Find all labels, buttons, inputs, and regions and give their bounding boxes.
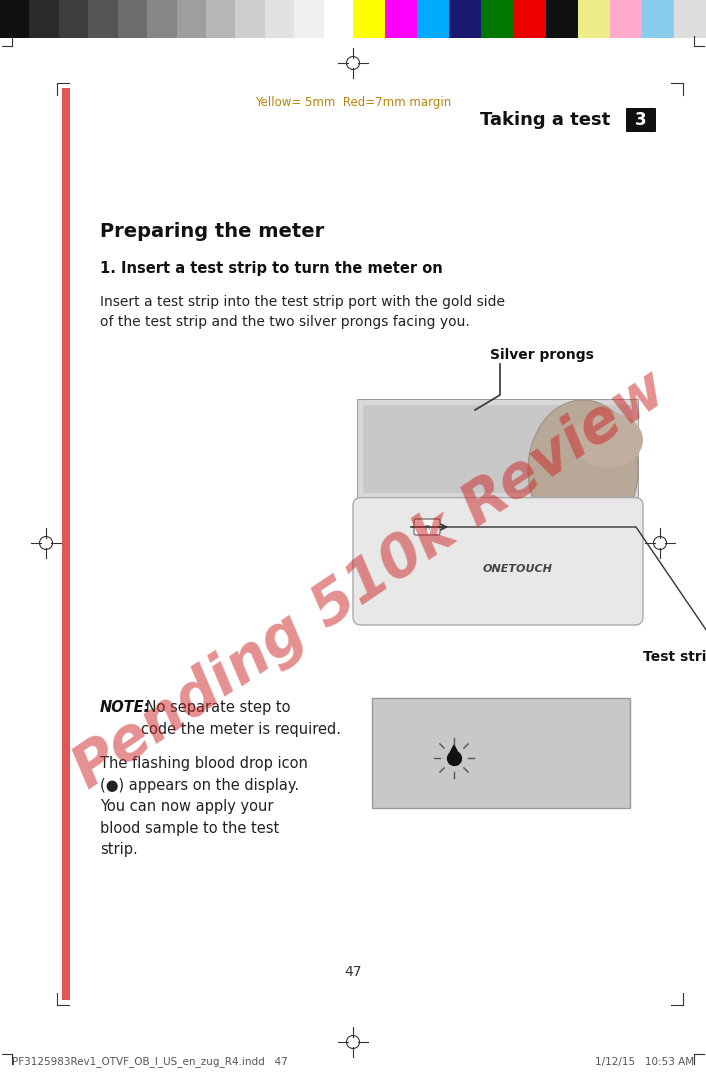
Bar xyxy=(294,0,323,38)
Bar xyxy=(30,0,59,38)
Bar xyxy=(674,0,706,38)
Bar xyxy=(372,698,630,808)
Bar xyxy=(546,0,578,38)
Bar xyxy=(235,0,265,38)
Bar xyxy=(363,405,633,493)
Text: 1/12/15   10:53 AM: 1/12/15 10:53 AM xyxy=(595,1057,694,1067)
Text: Taking a test: Taking a test xyxy=(480,111,623,129)
Bar xyxy=(88,0,118,38)
Text: 1. Insert a test strip to turn the meter on: 1. Insert a test strip to turn the meter… xyxy=(100,261,443,276)
Bar xyxy=(385,0,417,38)
Bar xyxy=(62,88,678,1000)
Text: Pending 510k Review: Pending 510k Review xyxy=(63,360,677,800)
Bar xyxy=(265,0,294,38)
Text: ONETOUCH: ONETOUCH xyxy=(483,563,553,574)
Bar xyxy=(176,0,206,38)
Polygon shape xyxy=(450,745,458,752)
FancyBboxPatch shape xyxy=(353,498,643,625)
Bar xyxy=(206,0,235,38)
Text: Insert a test strip into the test strip port with the gold side
of the test stri: Insert a test strip into the test strip … xyxy=(100,295,505,329)
Bar xyxy=(481,0,513,38)
Text: Yellow= 5mm  Red=7mm margin: Yellow= 5mm Red=7mm margin xyxy=(255,96,451,109)
Text: 3: 3 xyxy=(635,111,647,129)
FancyBboxPatch shape xyxy=(626,108,656,132)
Bar xyxy=(0,0,30,38)
FancyBboxPatch shape xyxy=(414,519,440,535)
Bar xyxy=(118,0,147,38)
Bar xyxy=(70,88,678,1000)
Bar xyxy=(62,88,70,1000)
Bar xyxy=(610,0,642,38)
Text: Silver prongs: Silver prongs xyxy=(490,348,594,362)
Text: No separate step to
code the meter is required.: No separate step to code the meter is re… xyxy=(141,700,341,736)
Text: NOTE:: NOTE: xyxy=(100,700,150,715)
Bar xyxy=(417,0,449,38)
Bar xyxy=(147,0,176,38)
Bar xyxy=(513,0,546,38)
Bar xyxy=(323,0,353,38)
Bar xyxy=(358,400,638,499)
Text: n: n xyxy=(424,522,430,531)
Text: The flashing blood drop icon
(●) appears on the display.
You can now apply your
: The flashing blood drop icon (●) appears… xyxy=(100,756,308,858)
Bar xyxy=(449,0,481,38)
Text: PF3125983Rev1_OTVF_OB_I_US_en_zug_R4.indd   47: PF3125983Rev1_OTVF_OB_I_US_en_zug_R4.ind… xyxy=(12,1057,288,1067)
Text: Preparing the meter: Preparing the meter xyxy=(100,223,324,241)
Ellipse shape xyxy=(573,413,643,468)
Ellipse shape xyxy=(528,400,638,540)
Bar xyxy=(578,0,610,38)
Bar xyxy=(358,400,638,620)
Text: Test strip port: Test strip port xyxy=(643,650,706,664)
Bar xyxy=(642,0,674,38)
Text: 47: 47 xyxy=(345,965,361,979)
Bar xyxy=(353,0,385,38)
Bar xyxy=(59,0,88,38)
